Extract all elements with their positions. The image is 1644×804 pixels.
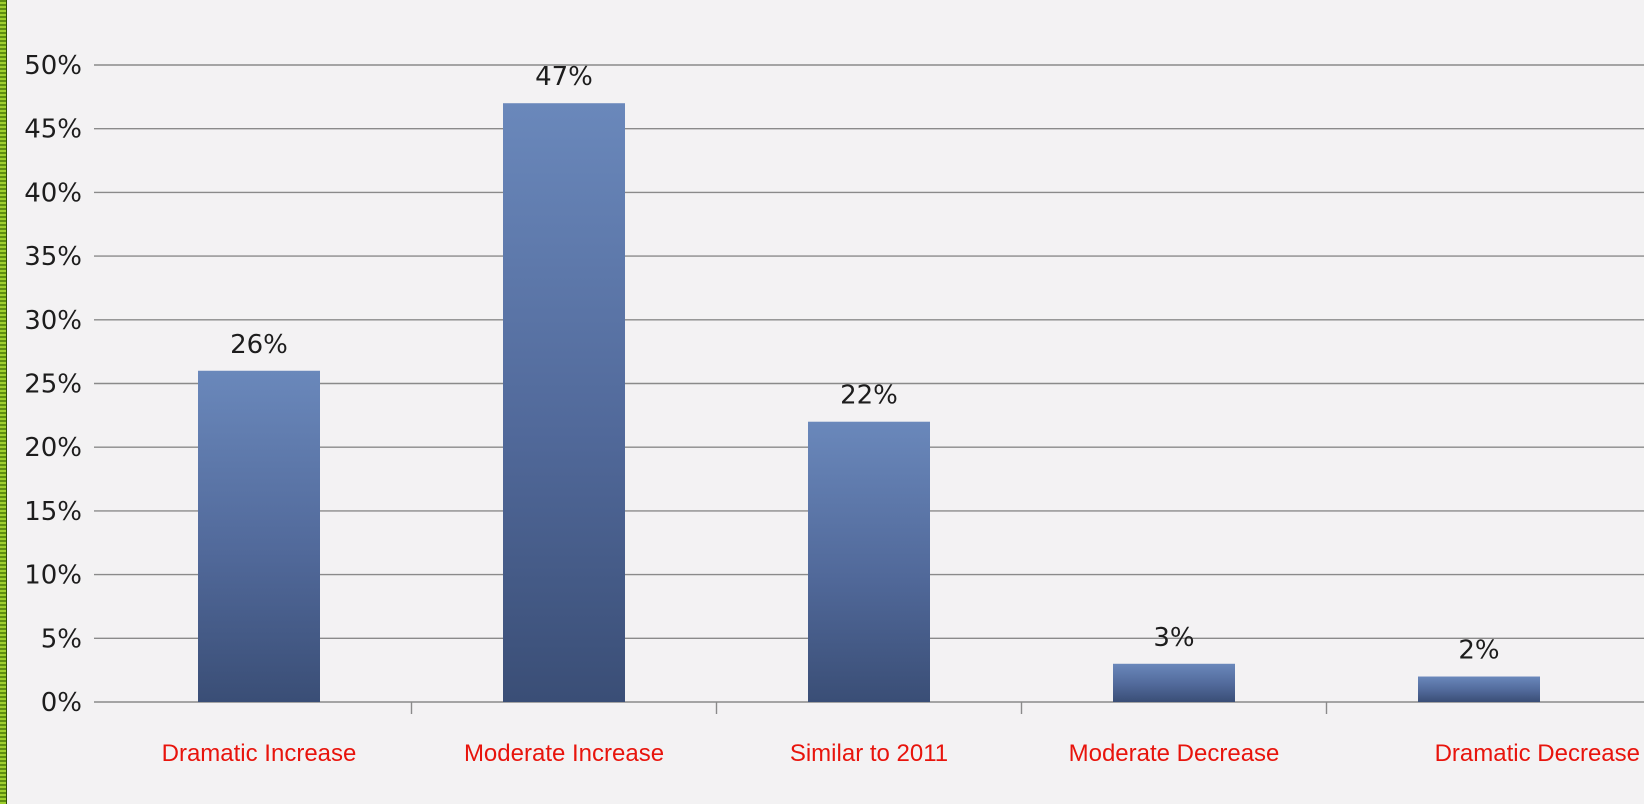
data-label: 22% xyxy=(840,381,898,411)
y-tick-label: 5% xyxy=(41,624,82,654)
category-labels: Dramatic Increase Moderate Increase Simila… xyxy=(162,740,1640,767)
category-label: Moderate Increase xyxy=(464,740,664,767)
bars xyxy=(198,103,1540,703)
data-label: 47% xyxy=(535,62,593,92)
y-tick-label: 10% xyxy=(24,561,82,591)
y-tick-label: 30% xyxy=(24,306,82,336)
category-label: Moderate Decrease xyxy=(1069,740,1280,767)
bar xyxy=(503,103,625,703)
data-labels: 26% 47% 22% 3% 2% xyxy=(230,62,1500,665)
data-label: 2% xyxy=(1458,636,1499,666)
data-label: 26% xyxy=(230,330,288,360)
bar xyxy=(808,421,930,702)
y-axis-tick-labels: 0% 5% 10% 15% 20% 25% 30% 35% 40% 45% 50% xyxy=(24,51,82,718)
y-tick-label: 35% xyxy=(24,242,82,272)
data-label: 3% xyxy=(1153,623,1194,653)
y-tick-label: 15% xyxy=(24,497,82,527)
y-tick-label: 45% xyxy=(24,115,82,145)
bar xyxy=(1113,663,1235,702)
y-tick-label: 25% xyxy=(24,370,82,400)
y-tick-label: 50% xyxy=(24,51,82,81)
x-axis-ticks xyxy=(410,702,1328,714)
category-label: Dramatic Decrease xyxy=(1435,740,1640,767)
y-tick-label: 40% xyxy=(24,178,82,208)
bar xyxy=(1418,676,1540,702)
y-tick-label: 20% xyxy=(24,433,82,463)
category-label: Similar to 2011 xyxy=(790,740,948,767)
bar xyxy=(198,370,320,702)
left-border-decoration xyxy=(0,0,7,804)
category-label: Dramatic Increase xyxy=(162,740,357,767)
y-tick-label: 0% xyxy=(41,688,82,718)
